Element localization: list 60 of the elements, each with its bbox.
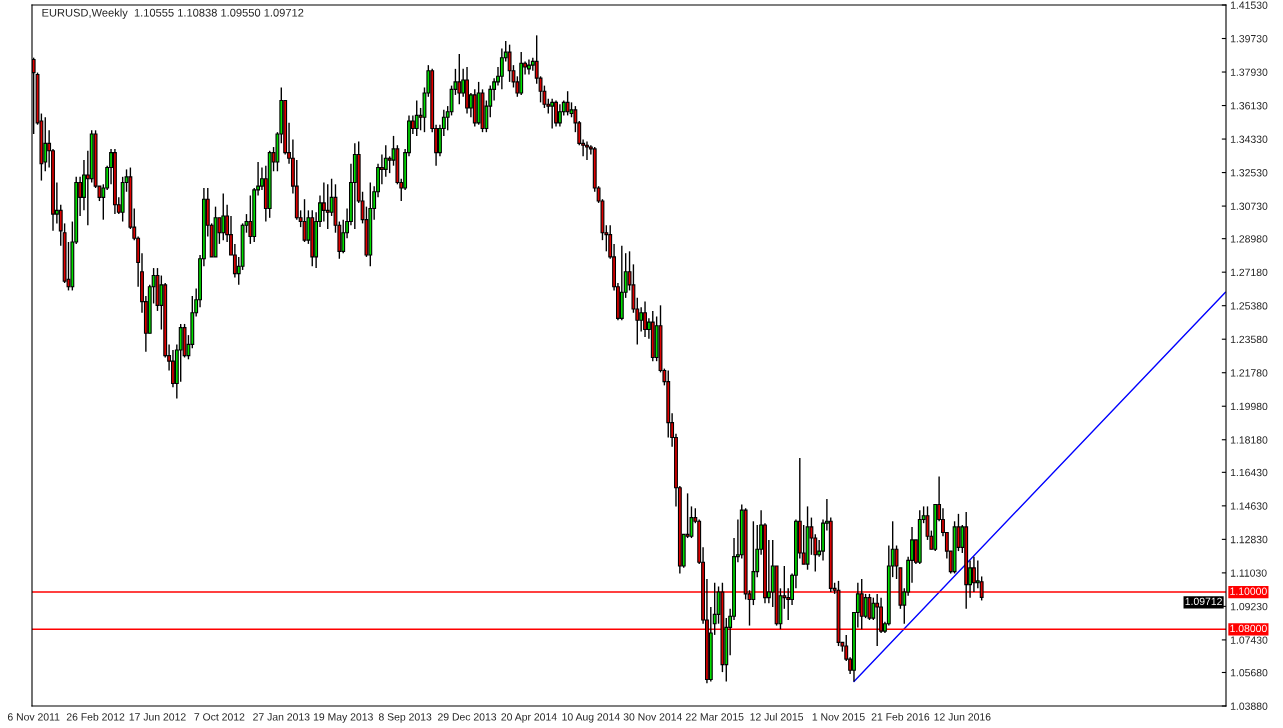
x-tick-label: 27 Jan 2013	[253, 713, 310, 721]
x-tick-label: 19 May 2013	[313, 713, 373, 723]
x-tick-label: 30 Nov 2014	[623, 713, 682, 721]
candlestick	[325, 183, 330, 230]
candlestick	[302, 198, 307, 243]
x-tick-label: 20 Apr 2014	[501, 713, 557, 723]
y-tick-label: 1.30730	[1230, 202, 1268, 210]
x-tick-label: 21 Feb 2016	[871, 712, 930, 721]
x-tick-label: 10 Aug 2014	[562, 713, 620, 723]
candlestick	[221, 192, 226, 241]
candlestick	[557, 103, 562, 128]
ref-line-label: 1.08000	[1230, 624, 1267, 633]
y-tick-label: 1.12830	[1230, 535, 1268, 544]
y-tick-label: 1.19980	[1230, 402, 1268, 411]
y-tick-label: 1.41530	[1230, 1, 1268, 9]
x-tick-label: 7 Oct 2012	[194, 713, 245, 721]
x-tick-label: 8 Sep 2013	[378, 713, 432, 723]
candlestick	[43, 116, 48, 172]
x-tick-label: 6 Nov 2011	[7, 713, 60, 721]
candlestick	[639, 306, 644, 333]
y-tick-label: 1.14630	[1230, 502, 1268, 510]
x-tick-label: 12 Jun 2016	[934, 713, 991, 721]
y-tick-label: 1.32530	[1230, 169, 1268, 177]
y-tick-label: 1.34330	[1230, 135, 1268, 143]
candlestick	[643, 300, 647, 338]
candlestick	[585, 140, 589, 161]
x-tick-label: 26 Feb 2012	[66, 712, 125, 721]
y-tick-label: 1.39730	[1230, 35, 1268, 43]
y-tick-label: 1.27180	[1230, 268, 1268, 277]
y-tick-label: 1.09230	[1230, 602, 1268, 611]
candlestick	[550, 97, 555, 130]
y-tick-label: 1.28980	[1230, 235, 1268, 243]
y-tick-label: 1.07430	[1230, 636, 1268, 644]
candlestick	[867, 593, 872, 621]
y-tick-label: 1.05680	[1230, 668, 1268, 677]
y-tick-label: 1.37930	[1230, 68, 1268, 76]
x-tick-label: 17 Jun 2012	[129, 713, 186, 721]
y-tick-label: 1.11030	[1230, 569, 1267, 577]
candlestick	[859, 578, 864, 630]
annotation: 1.09712	[1185, 597, 1222, 606]
y-tick-label: 1.18180	[1230, 436, 1268, 444]
y-tick-label: 1.25380	[1230, 302, 1268, 310]
y-tick-label: 1.36130	[1230, 102, 1268, 110]
candlestick	[457, 53, 462, 105]
y-tick-label: 1.16430	[1230, 468, 1268, 477]
chart-title: EURUSD,Weekly 1.10555 1.10838 1.09550 1.09712	[42, 8, 304, 19]
x-tick-label: 29 Dec 2013	[438, 713, 497, 721]
x-tick-label: 22 Mar 2015	[685, 713, 744, 721]
candlestick	[979, 575, 984, 602]
candlestick	[971, 555, 976, 593]
candlestick	[554, 99, 558, 128]
y-tick-label: 1.23580	[1230, 335, 1268, 344]
y-tick-label: 1.21780	[1230, 369, 1268, 377]
candlestick	[871, 596, 876, 621]
y-tick-label: 1.03880	[1230, 702, 1268, 710]
x-tick-label: 1 Nov 2015	[812, 713, 865, 721]
candlestick	[414, 99, 419, 137]
ref-line-label: 1.10000	[1230, 587, 1267, 595]
candlestick	[507, 43, 512, 83]
x-tick-label: 12 Jul 2015	[750, 712, 804, 721]
